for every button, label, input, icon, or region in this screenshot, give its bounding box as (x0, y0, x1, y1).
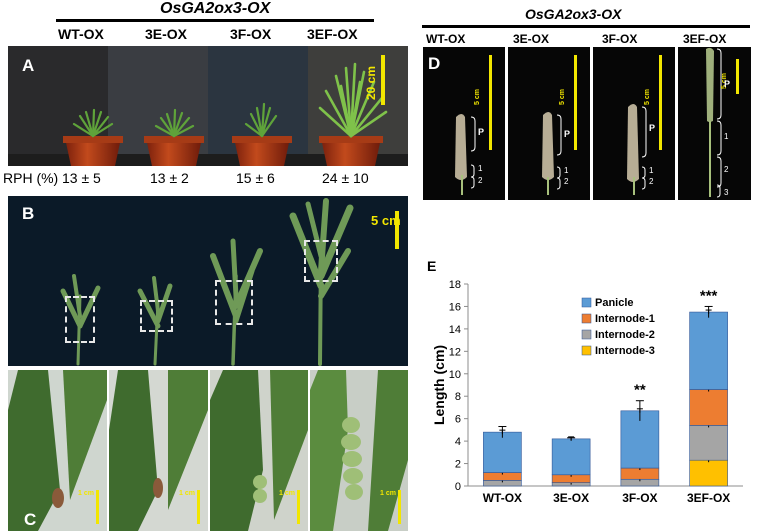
d-wt-label-2: 2 (478, 176, 483, 185)
d-3f-label-p: P (649, 123, 656, 133)
y-tick-label: 10 (449, 369, 461, 381)
y-tick-label: 4 (455, 436, 461, 448)
left-title-rule (56, 19, 374, 22)
bar-segment-panicle-3e-ox (551, 438, 591, 476)
d-header-3f-ox: 3F-OX (602, 32, 638, 46)
left-figure-title: OsGA2ox3-OX (160, 0, 271, 17)
panel-a-scale-bar (381, 55, 385, 105)
legend-swatch-internode-2 (581, 329, 592, 340)
d-3e-label-1: 1 (564, 166, 569, 175)
y-tick-label: 8 (455, 391, 461, 403)
panel-c-letter: C (24, 510, 37, 529)
header-3e-ox: 3E-OX (145, 26, 188, 42)
panel-d-photos: 5 cm 5 cm 5 cm 5 cm P 1 2 P 1 2 P 1 2 P … (423, 47, 751, 200)
panel-d-letter: D (428, 54, 441, 73)
rph-value-3e-ox: 13 ± 2 (150, 170, 189, 186)
legend-label-internode-1: Internode-1 (595, 313, 655, 325)
bar-segment-internode-1-3ef-ox (689, 389, 728, 426)
legend-swatch-internode-1 (581, 313, 592, 324)
panel-b-zoom-box-3 (215, 280, 253, 325)
panel-a-photo (8, 46, 408, 166)
panel-e-letter: E (427, 258, 437, 274)
panel-b-photo (8, 196, 408, 366)
panel-d-scale-label-1: 5 cm (474, 89, 481, 105)
panel-c-scale-label-3: 1 cm (279, 490, 295, 497)
rph-value-3f-ox: 15 ± 6 (236, 170, 275, 186)
bar-segment-internode-2-3ef-ox (689, 425, 728, 461)
y-tick-label: 14 (449, 324, 461, 336)
right-figure-title: OsGA2ox3-OX (525, 6, 622, 22)
d-3ef-label-p: P (724, 79, 731, 89)
panel-d-scale-label-3: 5 cm (644, 89, 651, 105)
panel-a-letter: A (22, 56, 35, 75)
panel-d-scale-label-2: 5 cm (559, 89, 566, 105)
d-3ef-label-3: 3 (724, 188, 729, 197)
legend-label-internode-3: Internode-3 (595, 345, 655, 357)
panel-b-letter: B (22, 204, 35, 223)
header-3f-ox: 3F-OX (230, 26, 272, 42)
panel-b-zoom-box-4 (304, 240, 338, 282)
d-3ef-label-1: 1 (724, 132, 729, 141)
d-3f-label-2: 2 (649, 177, 654, 186)
panel-c-scale-label-2: 1 cm (179, 490, 195, 497)
bar-segment-panicle-wt-ox (483, 431, 522, 473)
rph-value-wt-ox: 13 ± 5 (62, 170, 101, 186)
panel-c-scale-label-1: 1 cm (78, 490, 94, 497)
y-tick-label: 12 (449, 346, 461, 358)
y-tick-label: 6 (455, 414, 461, 426)
d-wt-label-1: 1 (478, 164, 483, 173)
x-category-label-3f-ox: 3F-OX (622, 491, 657, 505)
d-wt-label-p: P (478, 127, 485, 137)
d-header-3ef-ox: 3EF-OX (683, 32, 727, 46)
panel-b-scale-bar (395, 211, 399, 249)
d-3e-label-p: P (564, 129, 571, 139)
bar-segment-panicle-3ef-ox (689, 311, 728, 390)
bar-segment-internode-3-3ef-ox (689, 459, 728, 487)
y-tick-label: 18 (449, 279, 461, 291)
legend-label-panicle: Panicle (595, 297, 634, 309)
panel-b-zoom-box-2 (140, 300, 173, 332)
d-3f-label-1: 1 (649, 166, 654, 175)
panel-c-scale-label-4: 1 cm (380, 490, 396, 497)
y-tick-label: 2 (455, 459, 461, 471)
x-category-label-3ef-ox: 3EF-OX (687, 491, 730, 505)
legend-label-internode-2: Internode-2 (595, 329, 655, 341)
rph-label: RPH (%) (3, 170, 59, 186)
y-axis-title: Length (cm) (431, 345, 447, 425)
significance-label-3ef-ox: *** (700, 287, 718, 304)
right-title-rule (422, 25, 750, 28)
header-wt-ox: WT-OX (58, 26, 104, 42)
panel-b-scale-label: 5 cm (371, 213, 401, 228)
header-3ef-ox: 3EF-OX (307, 26, 358, 42)
significance-label-3f-ox: ** (634, 382, 646, 399)
rph-value-3ef-ox: 24 ± 10 (322, 170, 369, 186)
d-header-wt-ox: WT-OX (426, 32, 466, 46)
x-category-label-wt-ox: WT-OX (483, 491, 522, 505)
x-category-label-3e-ox: 3E-OX (553, 491, 589, 505)
panel-a-scale-label: 20 cm (364, 65, 378, 100)
d-3e-label-2: 2 (564, 177, 569, 186)
legend-swatch-panicle (581, 297, 592, 308)
y-tick-label: 0 (455, 481, 461, 493)
panel-c-photo-strip (8, 370, 408, 531)
legend-swatch-internode-3 (581, 345, 592, 356)
panel-b-zoom-box-1 (65, 296, 95, 343)
d-header-3e-ox: 3E-OX (513, 32, 550, 46)
y-tick-label: 16 (449, 301, 461, 313)
d-3ef-label-2: 2 (724, 165, 729, 174)
